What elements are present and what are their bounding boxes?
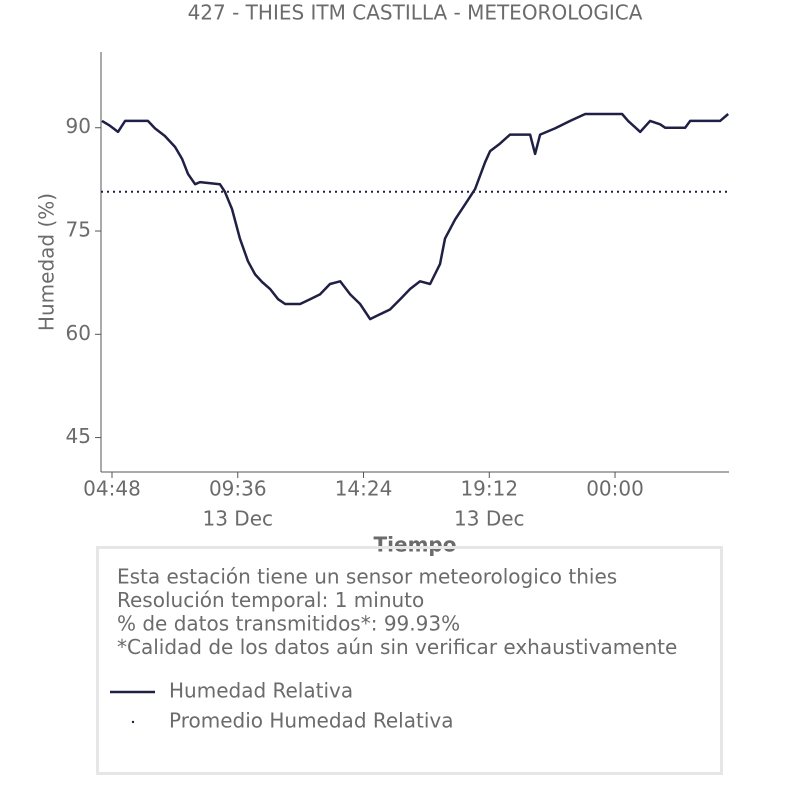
x-tick-date: 13 Dec xyxy=(454,507,525,531)
x-tick-label: 04:48 xyxy=(83,477,141,501)
legend-label: Humedad Relativa xyxy=(169,679,353,703)
x-tick-label: 00:00 xyxy=(586,477,644,501)
info-box xyxy=(96,546,723,775)
y-tick-label: 45 xyxy=(66,424,91,448)
y-axis-label: Humedad (%) xyxy=(35,193,59,331)
x-tick-label: 19:12 xyxy=(460,477,518,501)
chart-title: 427 - THIES ITM CASTILLA - METEOROLOGICA xyxy=(188,1,643,25)
info-text: *Calidad de los datos aún sin verificar … xyxy=(117,635,677,659)
x-tick-label: 14:24 xyxy=(335,477,393,501)
legend-swatch xyxy=(131,720,135,724)
info-text: % de datos transmitidos*: 99.93% xyxy=(117,612,460,636)
x-axis-label: Tiempo xyxy=(374,533,457,557)
x-tick-date: 13 Dec xyxy=(203,507,274,531)
info-text: Esta estación tiene un sensor meteorolog… xyxy=(117,565,617,589)
legend-label: Promedio Humedad Relativa xyxy=(169,709,453,733)
info-text: Resolución temporal: 1 minuto xyxy=(117,588,424,612)
y-tick-label: 75 xyxy=(66,218,91,242)
y-tick-label: 60 xyxy=(66,321,91,345)
y-tick-label: 90 xyxy=(66,114,91,138)
data-line xyxy=(101,112,730,321)
x-tick-label: 09:36 xyxy=(209,477,267,501)
